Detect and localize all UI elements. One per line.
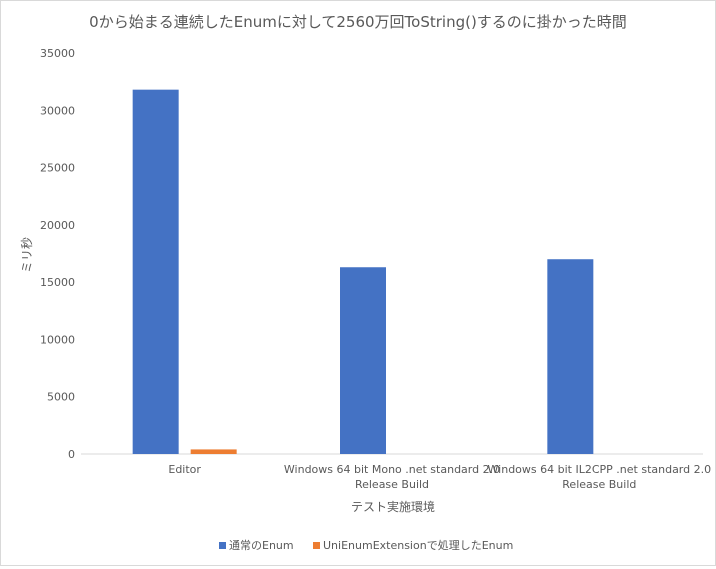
legend-label-1: 通常のEnum: [229, 539, 294, 552]
y-tick-label: 5000: [47, 391, 75, 404]
chart-title: 0から始まる連続したEnumに対して2560万回ToString()するのに掛か…: [89, 13, 627, 31]
legend: 通常のEnum UniEnumExtensionで処理したEnum: [219, 539, 513, 552]
y-tick-label: 35000: [40, 47, 75, 60]
legend-swatch-1: [219, 542, 226, 549]
y-tick-label: 0: [68, 448, 75, 461]
x-axis-ticks: Editor Windows 64 bit Mono .net standard …: [168, 463, 711, 491]
x-tick-label: Windows 64 bit IL2CPP .net standard 2.0: [488, 463, 712, 476]
bar-series1-cat3: [547, 259, 594, 454]
y-tick-label: 30000: [40, 104, 75, 117]
y-tick-label: 15000: [40, 276, 75, 289]
y-tick-label: 25000: [40, 162, 75, 175]
y-tick-label: 10000: [40, 333, 75, 346]
bar-series1-cat2: [340, 267, 386, 454]
y-axis-ticks: 0 5000 10000 15000 20000 25000 30000 35000: [40, 47, 75, 461]
bars: [132, 89, 594, 455]
x-tick-label: Windows 64 bit Mono .net standard 2.0: [284, 463, 500, 476]
x-tick-label: Editor: [168, 463, 201, 476]
x-axis-label: テスト実施環境: [351, 499, 435, 514]
x-tick-label: Release Build: [562, 478, 636, 491]
bar-series2-cat1: [190, 449, 237, 454]
y-axis-label: ミリ秒: [20, 237, 34, 273]
bar-series1-cat1: [132, 89, 179, 455]
y-tick-label: 20000: [40, 219, 75, 232]
legend-label-2: UniEnumExtensionで処理したEnum: [323, 539, 513, 552]
legend-swatch-2: [313, 542, 320, 549]
x-tick-label: Release Build: [355, 478, 429, 491]
